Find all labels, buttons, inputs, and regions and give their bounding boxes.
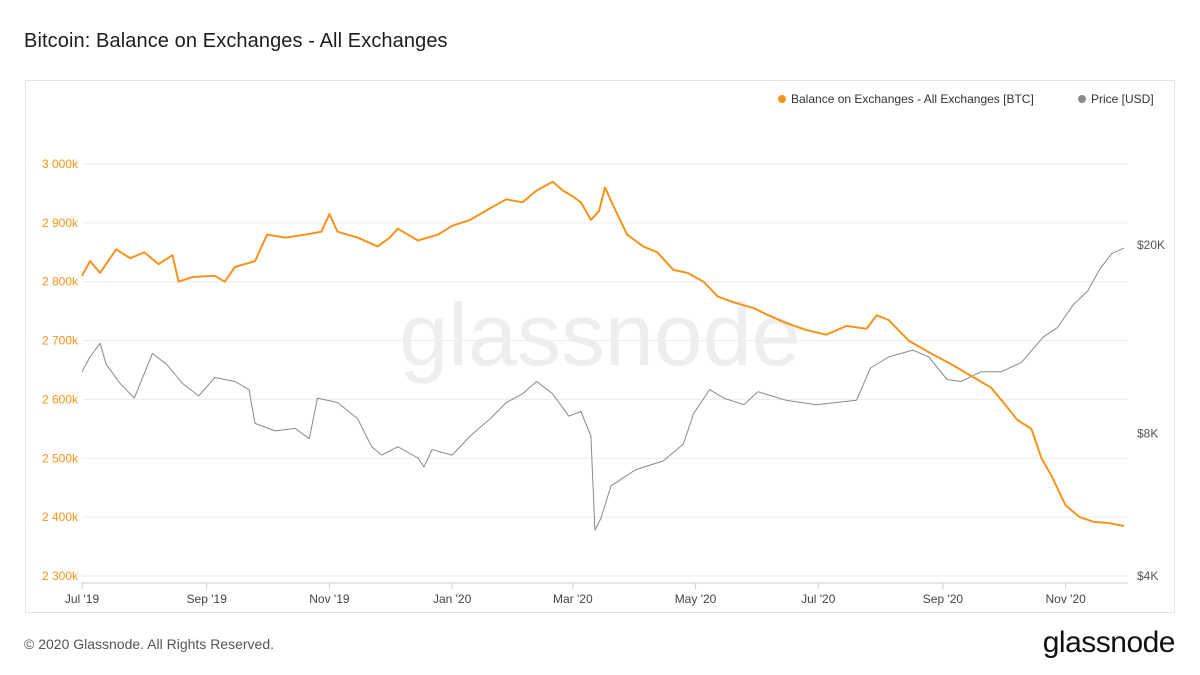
y-right-tick-label: $4K [1137,569,1158,583]
x-tick-label: Sep '19 [187,592,228,606]
price-series-line [81,247,1125,531]
y-right-tick-label: $8K [1137,426,1158,440]
y-axis-right: $4K $8K $20K [1137,238,1165,583]
glassnode-logo[interactable]: glassnode [1042,626,1176,659]
y-left-tick-label: 2 500k [42,451,79,465]
y-left-tick-label: 3 000k [42,157,79,171]
x-tick-label: Jul '20 [801,592,836,606]
y-left-tick-label: 2 400k [42,510,79,524]
copyright-footer: © 2020 Glassnode. All Rights Reserved. [24,636,275,652]
y-right-tick-label: $20K [1137,238,1165,252]
chart-panel [25,80,1175,613]
y-axis-left: 2 300k 2 400k 2 500k 2 600k 2 700k 2 800k 2 90… [42,157,79,583]
chart-title: Bitcoin: Balance on Exchanges - All Exch… [24,30,448,52]
x-tick-label: Sep '20 [923,592,964,606]
legend-label: Price [USD] [1091,92,1154,106]
x-tick-label: Mar '20 [553,592,593,606]
x-tick-label: Jan '20 [433,592,472,606]
y-left-tick-label: 2 700k [42,334,79,348]
balance-series-line [81,180,1125,527]
legend-marker [1078,95,1086,103]
x-tick-label: May '20 [675,592,717,606]
x-tick-label: Nov '19 [309,592,350,606]
y-left-tick-label: 2 800k [42,275,79,289]
grid-lines [82,163,1128,577]
legend: Balance on Exchanges - All Exchanges [BT… [778,92,1154,106]
watermark: glassnode [399,285,800,384]
legend-item-balance[interactable]: Balance on Exchanges - All Exchanges [BT… [778,92,1034,106]
legend-marker [778,95,786,103]
y-left-tick-label: 2 900k [42,216,79,230]
y-left-tick-label: 2 300k [42,569,79,583]
y-left-tick-label: 2 600k [42,392,79,406]
x-tick-label: Nov '20 [1045,592,1086,606]
legend-label: Balance on Exchanges - All Exchanges [BT… [791,92,1034,106]
legend-item-price[interactable]: Price [USD] [1078,92,1154,106]
x-tick-label: Jul '19 [65,592,100,606]
series-group [81,180,1125,531]
x-axis: Jul '19 Sep '19 Nov '19 Jan '20 Mar '20 May '… [65,582,1128,606]
